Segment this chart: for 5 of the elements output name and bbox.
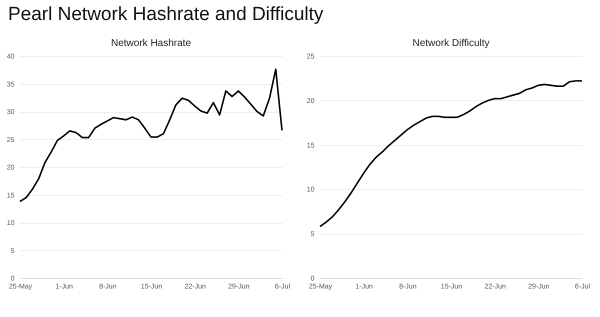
line-series (19, 68, 283, 202)
line-series (319, 80, 583, 228)
chart-title: Network Hashrate (110, 38, 192, 49)
text: Pearl Network Hashrate and Difficulty (7, 3, 324, 27)
chart-title: Network Difficulty (412, 38, 490, 49)
